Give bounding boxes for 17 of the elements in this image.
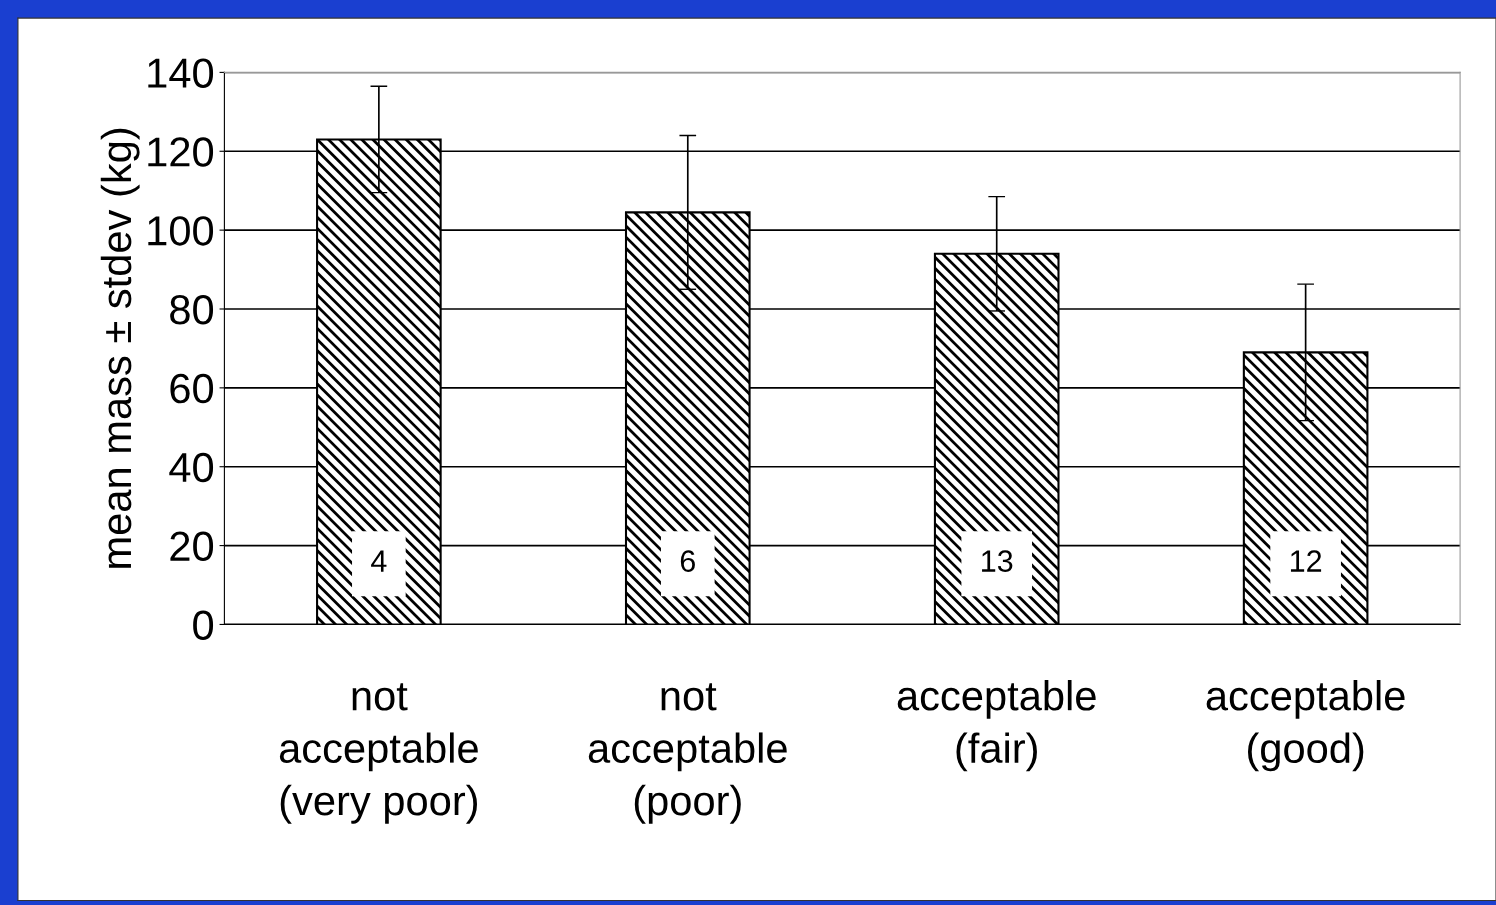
y-tick-label: 20 (170, 531, 214, 562)
y-tick-label: 140 (148, 58, 214, 88)
y-tick-label: 60 (170, 373, 214, 404)
annotation: 13 (982, 550, 1013, 572)
y-tick-label: 100 (148, 216, 214, 246)
y-axis-title: mean mass ± stdev (kg) (100, 128, 140, 568)
y-tick-label: 120 (148, 137, 214, 167)
y-tick-label: 40 (169, 452, 214, 483)
x-tick-label: acceptable (fair) (897, 680, 1096, 772)
x-tick-label: not acceptable (poor) (588, 683, 787, 824)
annotation: 6 (680, 550, 695, 572)
y-tick-label: 0 (193, 610, 214, 640)
annotation: 12 (1290, 550, 1322, 572)
x-tick-label: acceptable (good) (1206, 680, 1405, 772)
y-tick-label: 80 (170, 295, 214, 325)
x-tick-label: not acceptable (very poor) (279, 683, 478, 824)
annotation: 4 (371, 550, 387, 572)
